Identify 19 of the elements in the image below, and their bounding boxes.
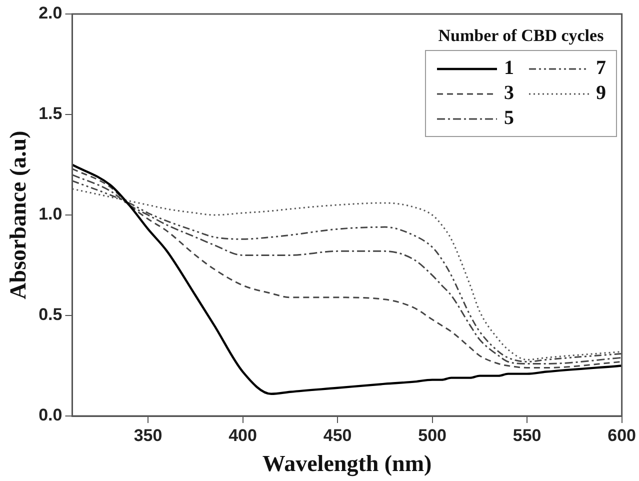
y-tick-label: 1.0 bbox=[38, 204, 62, 224]
legend-label: 9 bbox=[596, 82, 606, 105]
legend-label: 1 bbox=[504, 57, 514, 80]
y-tick-label: 0.0 bbox=[38, 406, 62, 425]
x-axis-title: Wavelength (nm) bbox=[262, 451, 432, 478]
y-tick-label: 2.0 bbox=[38, 4, 62, 23]
legend-label: 3 bbox=[504, 82, 514, 105]
y-tick-label: 1.5 bbox=[38, 104, 62, 124]
y-tick-label: 0.5 bbox=[38, 305, 62, 324]
legend-title: Number of CBD cycles bbox=[437, 26, 605, 46]
x-tick-label: 450 bbox=[323, 426, 352, 445]
x-tick-label: 500 bbox=[418, 426, 446, 445]
x-tick-label: 400 bbox=[228, 426, 257, 445]
y-axis-title: Absorbance (a.u) bbox=[6, 130, 31, 300]
legend-label: 7 bbox=[596, 57, 606, 80]
legend-label: 5 bbox=[504, 107, 514, 130]
x-tick-label: 550 bbox=[512, 426, 542, 445]
x-tick-label: 600 bbox=[608, 426, 636, 445]
x-tick-label: 350 bbox=[134, 426, 162, 445]
